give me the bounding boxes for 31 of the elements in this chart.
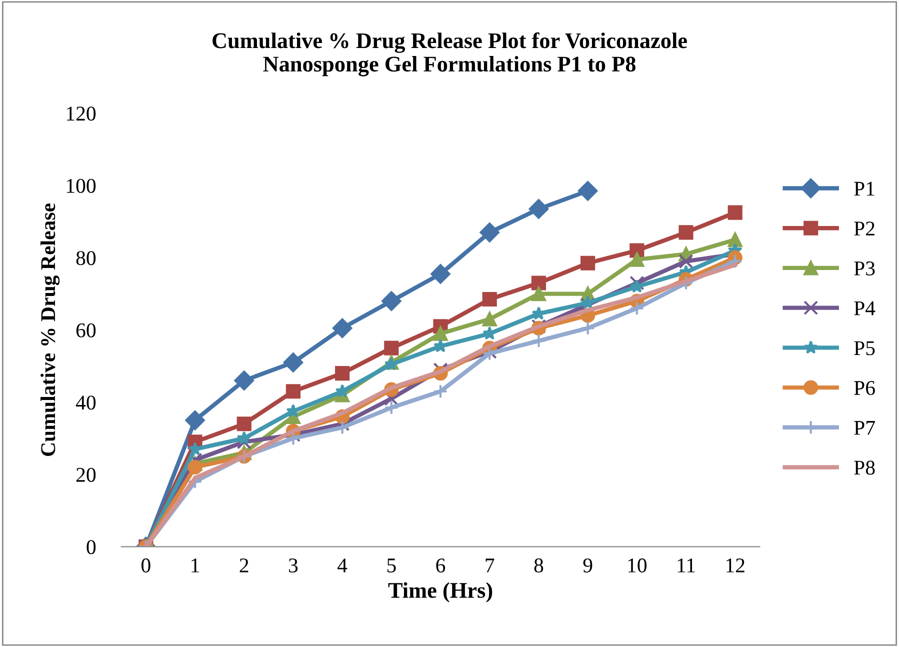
x-tick-label: 8 <box>534 558 544 572</box>
x-tick-label: 0 <box>142 558 150 572</box>
chart-title: Cumulative % Drug Release Plot for Voriconazole Nanosponge Gel Formulations P1 to P8 <box>212 32 687 76</box>
y-axis-title: Cumulative % Drug Release <box>40 204 60 456</box>
x-tick-label: 5 <box>387 558 396 572</box>
legend-label: P7 <box>854 421 875 435</box>
legend-label: P8 <box>854 460 875 475</box>
x-tick-label: 3 <box>289 558 298 572</box>
x-tick-label: 9 <box>583 558 592 572</box>
y-tick-label: 120 <box>66 106 96 121</box>
x-axis-title: Time (Hrs) <box>388 582 492 602</box>
x-tick-label: 10 <box>628 558 647 572</box>
x-tick-label: 4 <box>338 558 348 572</box>
legend-label: P3 <box>854 261 875 276</box>
x-tick-label: 11 <box>678 558 695 572</box>
legend-label: P5 <box>854 341 875 356</box>
y-tick-label: 40 <box>76 396 96 410</box>
legend-label: P1 <box>854 182 874 196</box>
x-tick-label: 1 <box>192 558 199 572</box>
x-tick-label: 6 <box>436 558 446 572</box>
x-tick-label: 12 <box>726 558 744 572</box>
y-tick-label: 0 <box>86 540 96 554</box>
y-tick-label: 100 <box>66 178 96 193</box>
y-tick-label: 60 <box>76 323 96 338</box>
x-tick-label: 7 <box>486 558 494 572</box>
legend-label: P4 <box>854 301 876 316</box>
y-tick-label: 20 <box>76 468 96 482</box>
legend-label: P6 <box>854 381 875 396</box>
legend-label: P2 <box>854 222 874 236</box>
x-tick-label: 2 <box>240 558 248 572</box>
y-tick-label: 80 <box>76 251 96 266</box>
